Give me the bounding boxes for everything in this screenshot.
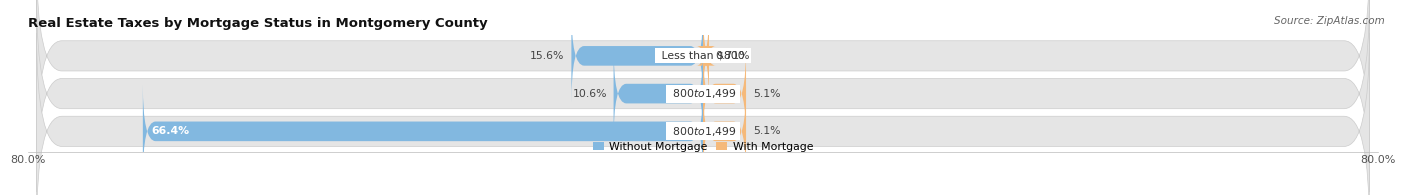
FancyBboxPatch shape	[703, 47, 747, 140]
Text: Source: ZipAtlas.com: Source: ZipAtlas.com	[1274, 16, 1385, 26]
Text: 10.6%: 10.6%	[572, 89, 607, 99]
FancyBboxPatch shape	[37, 0, 1369, 192]
Text: $800 to $1,499: $800 to $1,499	[669, 87, 737, 100]
Text: 15.6%: 15.6%	[530, 51, 565, 61]
FancyBboxPatch shape	[696, 9, 716, 103]
Legend: Without Mortgage, With Mortgage: Without Mortgage, With Mortgage	[589, 137, 817, 156]
Text: Less than $800: Less than $800	[658, 51, 748, 61]
FancyBboxPatch shape	[613, 47, 703, 140]
FancyBboxPatch shape	[37, 33, 1369, 195]
Text: 66.4%: 66.4%	[152, 126, 190, 136]
Text: 5.1%: 5.1%	[752, 89, 780, 99]
FancyBboxPatch shape	[37, 0, 1369, 154]
FancyBboxPatch shape	[143, 85, 703, 178]
Text: Real Estate Taxes by Mortgage Status in Montgomery County: Real Estate Taxes by Mortgage Status in …	[28, 17, 488, 30]
FancyBboxPatch shape	[703, 85, 747, 178]
Text: 5.1%: 5.1%	[752, 126, 780, 136]
Text: 0.71%: 0.71%	[716, 51, 751, 61]
FancyBboxPatch shape	[571, 9, 703, 103]
Text: $800 to $1,499: $800 to $1,499	[669, 125, 737, 138]
